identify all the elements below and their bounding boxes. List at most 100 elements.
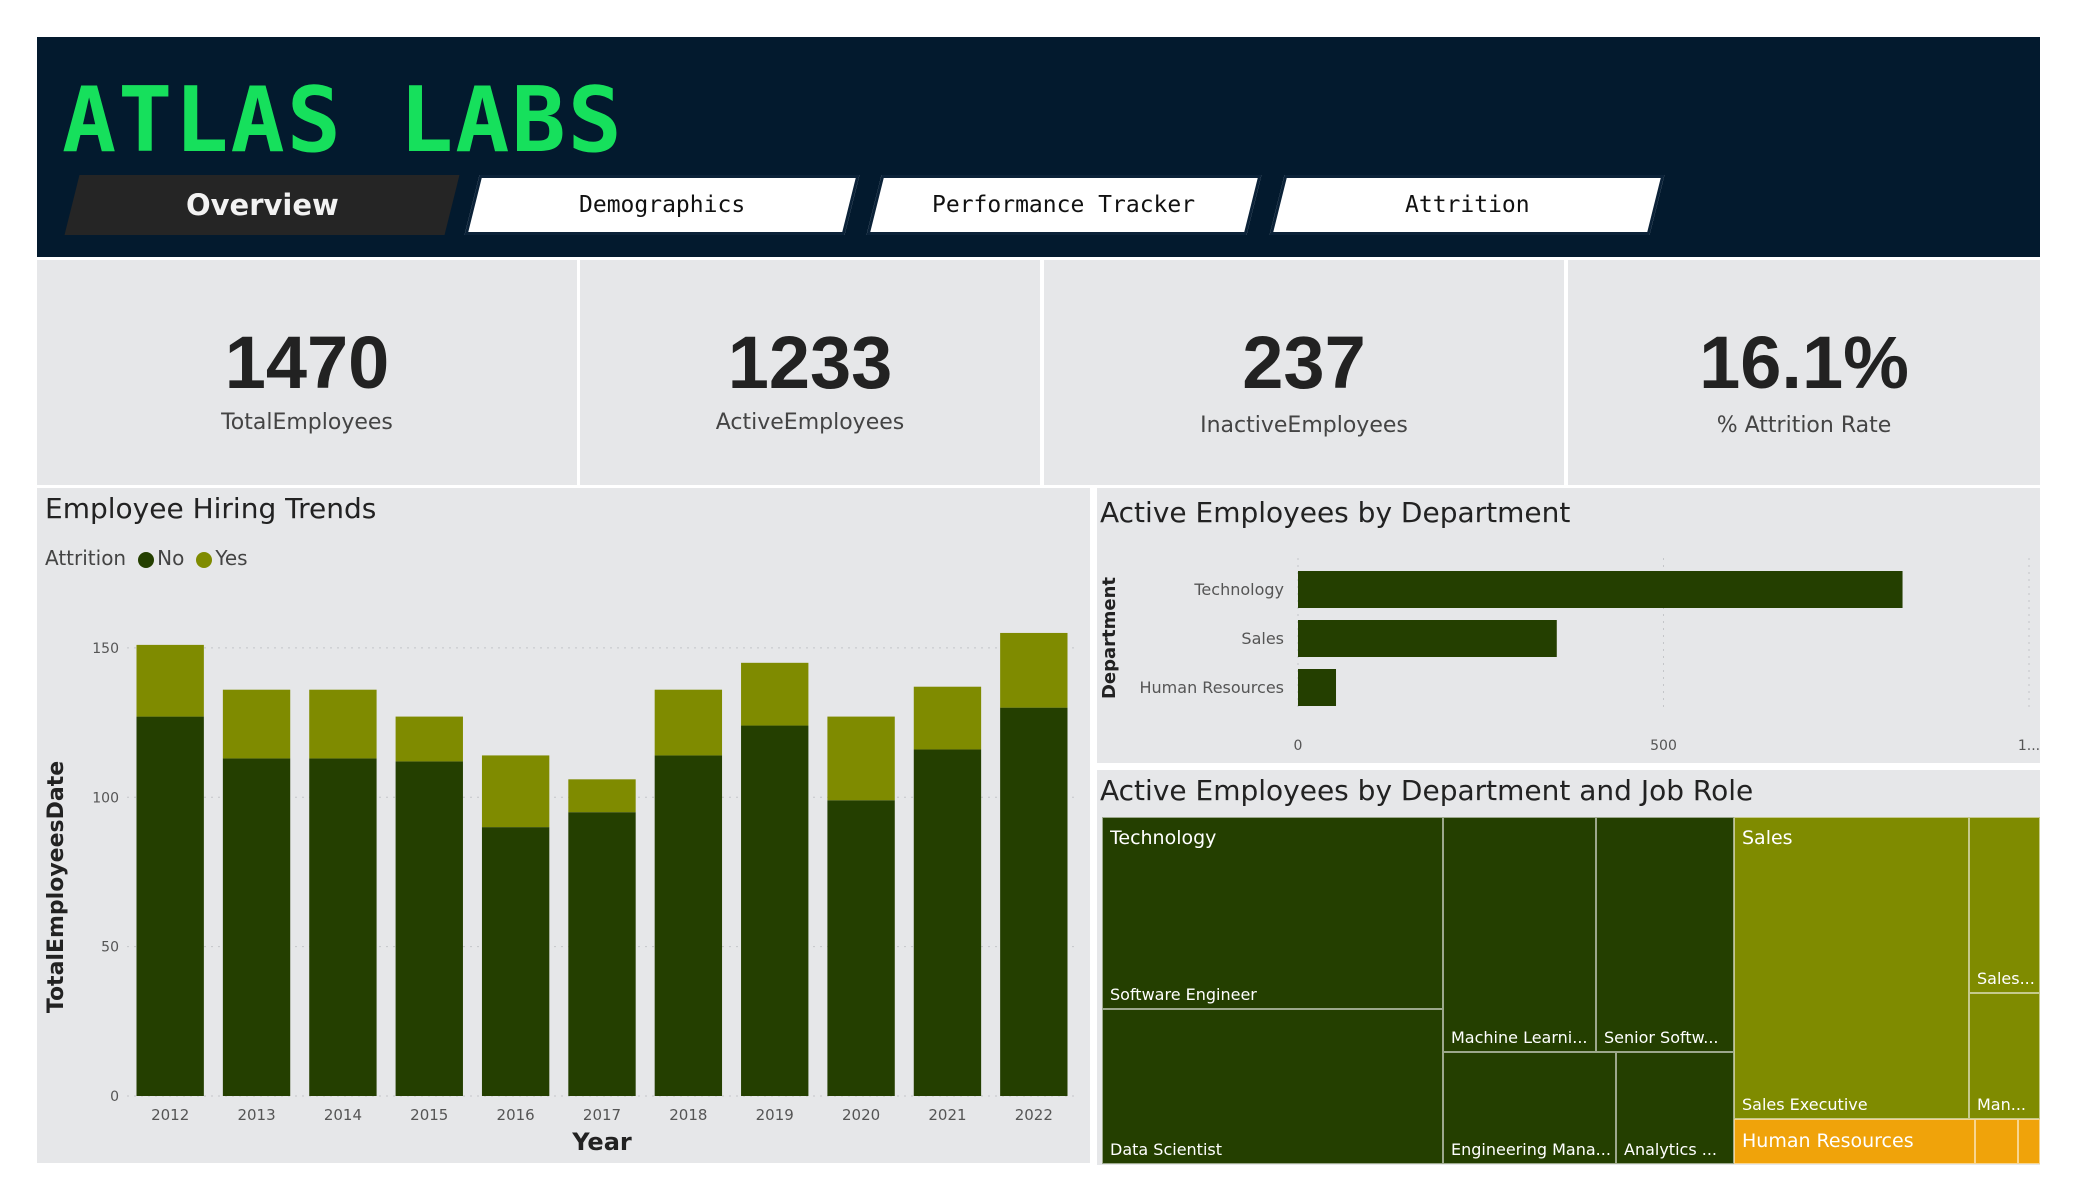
treemap-cell-analytics[interactable]: Analytics ... bbox=[1616, 1052, 1734, 1164]
x-tick-label: 2020 bbox=[842, 1106, 880, 1124]
treemap-cell-label: Analytics ... bbox=[1624, 1140, 1717, 1159]
x-axis-title: Year bbox=[571, 1128, 632, 1156]
tab-label: Demographics bbox=[578, 192, 746, 218]
bar-segment-no bbox=[395, 761, 463, 1096]
chart-title: Employee Hiring Trends bbox=[45, 492, 377, 525]
department-bar-chart[interactable]: 0 500 1... Technology Sales Human Resources De… bbox=[1097, 488, 2040, 763]
tab-overview[interactable]: Overview bbox=[64, 175, 460, 235]
treemap-panel: Active Employees by Department and Job R… bbox=[1097, 770, 2040, 1165]
treemap-group-label: Technology bbox=[1110, 827, 1217, 849]
treemap-cell-manager[interactable]: Man... bbox=[1969, 993, 2040, 1119]
treemap-cell-data-scientist[interactable]: Data Scientist bbox=[1102, 1009, 1443, 1164]
department-bar bbox=[1298, 571, 1903, 608]
treemap-cell-human-resources[interactable]: Human Resources bbox=[1734, 1119, 1975, 1164]
x-tick-label: 2022 bbox=[1015, 1106, 1053, 1124]
y-tick-label: 150 bbox=[92, 641, 119, 657]
bar-segment-yes bbox=[568, 779, 636, 813]
x-tick-label: 1... bbox=[2018, 738, 2040, 754]
tab-attrition[interactable]: Attrition bbox=[1269, 175, 1665, 235]
legend-swatch-no bbox=[138, 551, 155, 568]
bar-segment-no bbox=[136, 716, 204, 1096]
treemap-cell-sales-representative[interactable]: Sales... bbox=[1969, 817, 2040, 993]
y-tick-label: Technology bbox=[1193, 580, 1284, 599]
treemap-cell-engineering-manager[interactable]: Engineering Mana... bbox=[1443, 1052, 1616, 1164]
treemap-cell-hr-role[interactable] bbox=[1975, 1119, 2018, 1164]
kpi-label: InactiveEmployees bbox=[1200, 413, 1408, 438]
treemap-cell-label: Engineering Mana... bbox=[1451, 1140, 1611, 1159]
tab-label: Attrition bbox=[1404, 192, 1530, 218]
treemap-cell-senior-software[interactable]: Senior Softw... bbox=[1596, 817, 1734, 1052]
y-tick-label: Sales bbox=[1241, 629, 1284, 648]
kpi-total-employees: 1470 TotalEmployees bbox=[37, 260, 577, 485]
treemap-group-label: Sales bbox=[1742, 827, 1793, 849]
treemap-cell-label: Machine Learni... bbox=[1451, 1028, 1588, 1047]
kpi-value: 16.1% bbox=[1699, 321, 1909, 404]
kpi-value: 237 bbox=[1242, 321, 1366, 404]
treemap-cell-label: Sales Executive bbox=[1742, 1095, 1868, 1114]
x-tick-label: 2018 bbox=[669, 1106, 707, 1124]
treemap-group-label: Human Resources bbox=[1742, 1130, 1914, 1152]
treemap-cell-label: Sales... bbox=[1977, 969, 2035, 988]
kpi-attrition-rate: 16.1% % Attrition Rate bbox=[1568, 260, 2040, 485]
tab-demographics[interactable]: Demographics bbox=[464, 175, 860, 235]
x-tick-label: 500 bbox=[1650, 738, 1677, 754]
y-tick-label: 100 bbox=[92, 790, 119, 806]
kpi-label: % Attrition Rate bbox=[1716, 413, 1892, 438]
hiring-trends-chart[interactable]: 0 50 100 150 2012 2013 2014 2015 2016 2017 2018 201… bbox=[37, 488, 1090, 1163]
chart-title: Active Employees by Department bbox=[1100, 496, 1571, 529]
treemap-cell-label: Software Engineer bbox=[1110, 985, 1257, 1004]
bar-segment-no bbox=[568, 812, 636, 1096]
kpi-inactive-employees: 237 InactiveEmployees bbox=[1044, 260, 1564, 485]
y-tick-label: 0 bbox=[110, 1089, 119, 1105]
bar-segment-yes bbox=[395, 716, 463, 762]
legend-label-yes: Yes bbox=[215, 546, 248, 570]
kpi-value: 1233 bbox=[727, 321, 893, 404]
bar-segment-no bbox=[481, 827, 550, 1096]
chart-legend[interactable]: Attrition No Yes bbox=[45, 546, 248, 570]
kpi-label: TotalEmployees bbox=[221, 410, 393, 435]
bar-segment-yes bbox=[1000, 632, 1068, 708]
x-tick-label: 2013 bbox=[237, 1106, 275, 1124]
y-tick-label: 50 bbox=[101, 940, 119, 956]
bar-segment-yes bbox=[827, 716, 895, 801]
department-bar bbox=[1298, 620, 1557, 657]
x-tick-label: 2014 bbox=[324, 1106, 362, 1124]
department-bar bbox=[1298, 669, 1337, 706]
x-tick-label: 2021 bbox=[928, 1106, 966, 1124]
bar-segment-yes bbox=[481, 755, 550, 828]
treemap-cell-label: Data Scientist bbox=[1110, 1140, 1222, 1159]
legend-title: Attrition bbox=[45, 546, 127, 570]
bar-segment-no bbox=[309, 758, 377, 1096]
kpi-label: ActiveEmployees bbox=[715, 410, 905, 435]
bar-segment-yes bbox=[222, 689, 291, 759]
tab-label: Overview bbox=[185, 188, 339, 222]
treemap-cell-label: Senior Softw... bbox=[1604, 1028, 1719, 1047]
treemap-cell-hr-role[interactable] bbox=[2018, 1119, 2040, 1164]
x-tick-label: 0 bbox=[1294, 738, 1303, 754]
bar-segment-yes bbox=[309, 689, 377, 759]
treemap-cell-machine-learning[interactable]: Machine Learni... bbox=[1443, 817, 1596, 1052]
treemap-cell-sales-executive[interactable]: Sales Sales Executive bbox=[1734, 817, 1969, 1119]
kpi-active-employees: 1233 ActiveEmployees bbox=[580, 260, 1040, 485]
y-axis-title: TotalEmployeesDate bbox=[44, 761, 69, 1013]
legend-swatch-yes bbox=[196, 551, 213, 568]
x-tick-label: 2017 bbox=[583, 1106, 621, 1124]
y-axis-title: Department bbox=[1099, 577, 1120, 699]
x-tick-label: 2015 bbox=[410, 1106, 448, 1124]
treemap-cell-software-engineer[interactable]: Technology Software Engineer bbox=[1102, 817, 1443, 1009]
x-tick-label: 2016 bbox=[497, 1106, 535, 1124]
bar-segment-no bbox=[827, 800, 895, 1096]
tab-performance-tracker[interactable]: Performance Tracker bbox=[866, 175, 1262, 235]
tab-label: Performance Tracker bbox=[932, 192, 1196, 218]
x-tick-label: 2012 bbox=[151, 1106, 189, 1124]
bar-segment-no bbox=[1000, 707, 1068, 1096]
bar-segment-no bbox=[913, 749, 982, 1096]
bar-segment-no bbox=[654, 755, 723, 1096]
legend-label-no: No bbox=[157, 546, 185, 570]
hiring-trends-panel: Employee Hiring Trends Attrition No Yes 0 5… bbox=[37, 488, 1090, 1163]
y-tick-label: Human Resources bbox=[1140, 678, 1285, 697]
kpi-value: 1470 bbox=[224, 321, 390, 404]
brand-title: ATLAS LABS bbox=[62, 68, 624, 173]
chart-title: Active Employees by Department and Job R… bbox=[1100, 774, 1754, 807]
bar-segment-yes bbox=[913, 686, 982, 750]
